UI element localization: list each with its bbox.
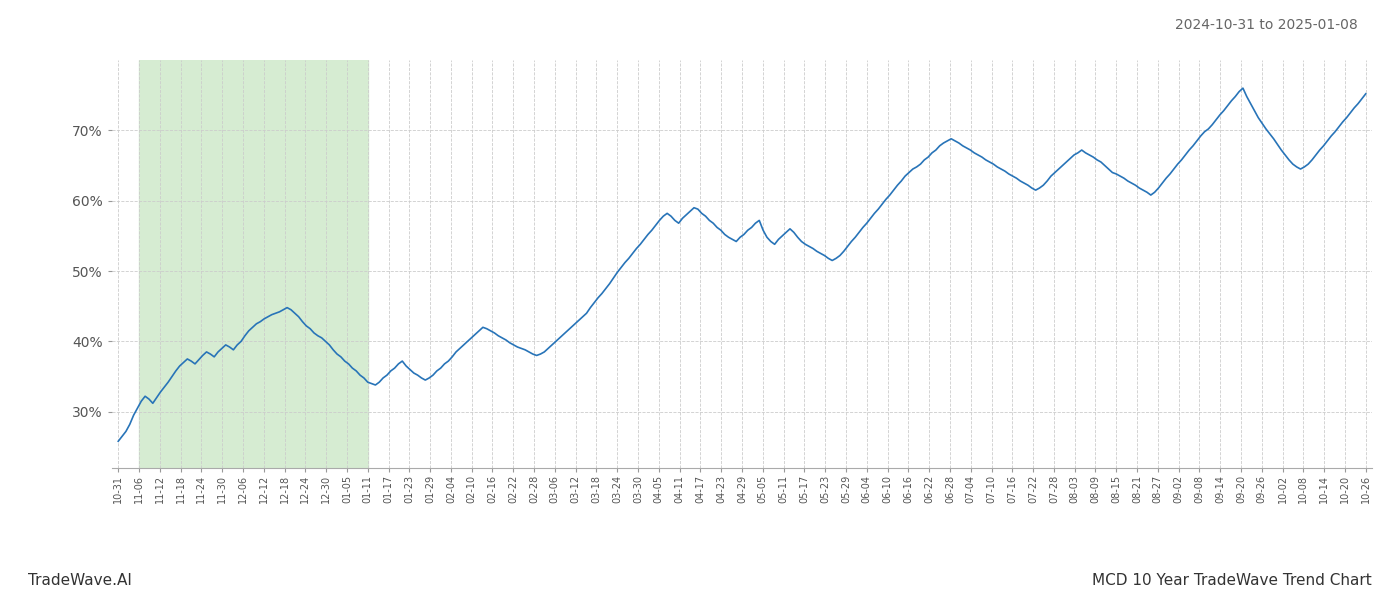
Text: TradeWave.AI: TradeWave.AI <box>28 573 132 588</box>
Text: 2024-10-31 to 2025-01-08: 2024-10-31 to 2025-01-08 <box>1175 18 1358 32</box>
Bar <box>139 60 368 468</box>
Text: MCD 10 Year TradeWave Trend Chart: MCD 10 Year TradeWave Trend Chart <box>1092 573 1372 588</box>
